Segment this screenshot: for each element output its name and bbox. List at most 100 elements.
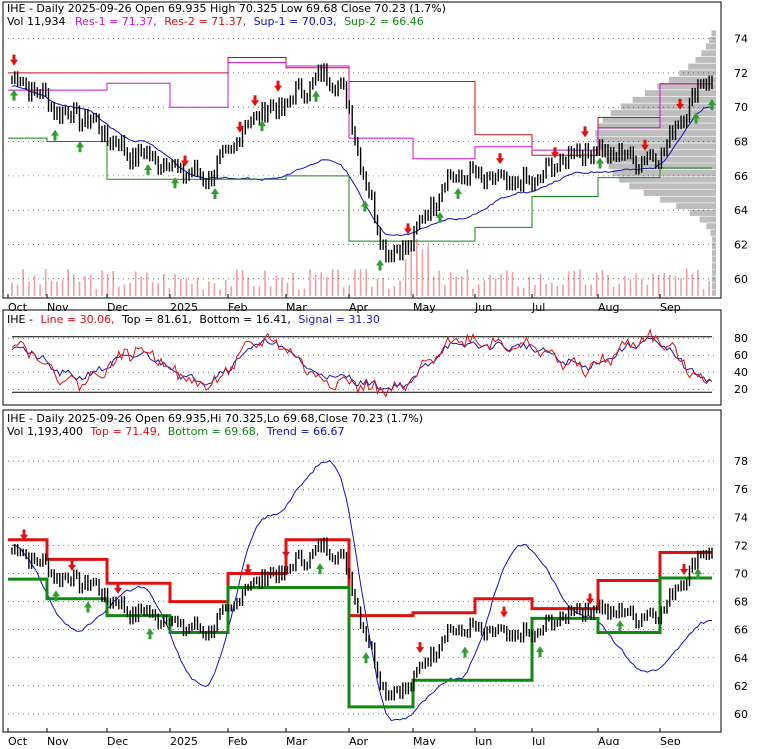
trend-x-axis-tick-label: Jul: [531, 735, 545, 745]
trend-panel: 78 76 74 72 70 68 66 64 62 60 Oct Nov Dec 2025 Feb Mar A…: [7, 455, 748, 748]
volume-bar: [129, 283, 131, 296]
price-panel: 74 72 70 68 66 64 62 60 Oct Nov Dec 2025 Feb Mar Apr Ma…: [7, 30, 748, 314]
volume-profile-bar: [712, 256, 716, 263]
volume-bar: [140, 276, 143, 296]
buy-arrow-icon: [144, 164, 152, 176]
volume-profile-bar: [712, 283, 716, 289]
volume-bar: [522, 287, 525, 296]
volume-bar: [112, 271, 114, 296]
buy-arrow-icon: [171, 177, 179, 189]
volume-bar: [579, 269, 581, 296]
price-axis-tick-label: 72: [734, 67, 748, 80]
volume-bar: [174, 274, 176, 296]
volume-bar: [213, 283, 216, 296]
trend-axis-tick-label: 78: [734, 455, 748, 468]
volume-profile-bar: [712, 263, 716, 270]
volume-bar: [410, 250, 412, 296]
volume-bar: [202, 289, 204, 296]
volume-bar: [56, 281, 58, 296]
volume-bar: [697, 269, 699, 296]
volume-profile-bar: [695, 56, 716, 63]
oscillator-panel: 80 60 40 20: [8, 328, 748, 398]
volume-bar: [281, 277, 283, 296]
volume-bar: [292, 273, 294, 296]
volume-bar: [163, 274, 165, 296]
buy-arrow-icon: [454, 187, 462, 199]
osc-axis-tick-label: 20: [734, 383, 748, 396]
volume-profile-bar: [610, 110, 716, 117]
buy-arrow-icon: [536, 646, 544, 658]
trend-x-axis-tick-label: Aug: [598, 735, 619, 745]
volume-bar: [691, 274, 694, 296]
volume-bar: [539, 273, 542, 296]
sell-arrow-icon: [274, 80, 282, 92]
volume-bar: [219, 289, 221, 296]
volume-bar: [421, 249, 424, 296]
trend-axis-tick-label: 60: [734, 708, 748, 721]
volume-bar: [84, 276, 86, 296]
volume-bar: [134, 271, 137, 296]
price-x-axis-tick-label: Dec: [107, 301, 128, 314]
volume-bar: [640, 279, 643, 296]
volume-bar: [16, 285, 19, 296]
volume-bar: [573, 270, 575, 296]
price-axis-tick-label: 62: [734, 239, 748, 252]
osc-axis-tick-label: 80: [734, 332, 748, 345]
trend-top-label: Top = 71.49,: [89, 425, 160, 438]
volume-bar: [506, 270, 508, 296]
osc-axis-tick-label: 60: [734, 349, 748, 362]
price-x-axis-tick-label: 2025: [170, 301, 198, 314]
volume-profile-bar: [699, 216, 716, 223]
buy-arrow-icon: [692, 112, 700, 124]
trend-x-axis-tick-label: Feb: [228, 735, 247, 745]
volume-profile-bar: [595, 130, 716, 137]
volume-bar: [601, 269, 604, 296]
price-panel-frame: [2, 1, 722, 299]
volume-bar: [567, 271, 570, 296]
sell-arrow-icon: [496, 153, 504, 165]
volume-profile-bar: [712, 289, 716, 296]
osc-top-label: Top = 81.61,: [121, 313, 192, 326]
volume-bar: [438, 270, 441, 296]
price-axis-tick-label: 70: [734, 101, 748, 114]
volume-bar: [157, 283, 159, 296]
volume-bar: [253, 286, 255, 296]
volume-profile-bar: [701, 50, 716, 57]
trend-x-axis-tick-label: Apr: [349, 735, 369, 745]
volume-bar: [461, 276, 463, 296]
trend-x-axis-tick-label: Nov: [47, 735, 69, 745]
volume-bar: [556, 286, 559, 296]
volume-bar: [483, 280, 486, 296]
volume-bar: [618, 283, 620, 296]
volume-bar: [11, 282, 13, 296]
volume-bar: [365, 269, 367, 296]
buy-arrow-icon: [316, 563, 324, 575]
volume-bar: [635, 273, 637, 296]
trend-x-axis-tick-label: Sep: [660, 735, 681, 745]
volume-bar: [708, 281, 710, 296]
volume-bar: [528, 276, 531, 296]
buy-arrow-icon: [461, 646, 469, 658]
buy-arrow-icon: [84, 601, 92, 613]
volume-bar: [629, 279, 632, 296]
volume-bar: [269, 286, 272, 296]
sell-arrow-icon: [251, 95, 259, 107]
volume-profile-bar: [598, 143, 716, 150]
volume-bar: [646, 285, 649, 296]
sell-arrow-icon: [244, 564, 252, 576]
volume-profile-bar: [705, 43, 716, 50]
volume-bar: [562, 284, 564, 296]
trend-volume-label: Vol 1,193,400: [7, 425, 83, 438]
volume-bar: [106, 273, 109, 296]
volume-profile-bar: [709, 37, 716, 43]
volume-bar: [61, 279, 64, 296]
volume-bar: [342, 287, 345, 296]
volume-bar: [607, 274, 609, 296]
volume-bar: [416, 238, 418, 296]
volume-profile-bar: [689, 209, 716, 216]
volume-bar: [264, 270, 266, 296]
volume-bar: [320, 272, 322, 296]
volume-profile-bar: [595, 136, 716, 143]
price-axis-tick-label: 60: [734, 273, 748, 286]
price-x-axis-tick-label: Jul: [531, 301, 545, 314]
